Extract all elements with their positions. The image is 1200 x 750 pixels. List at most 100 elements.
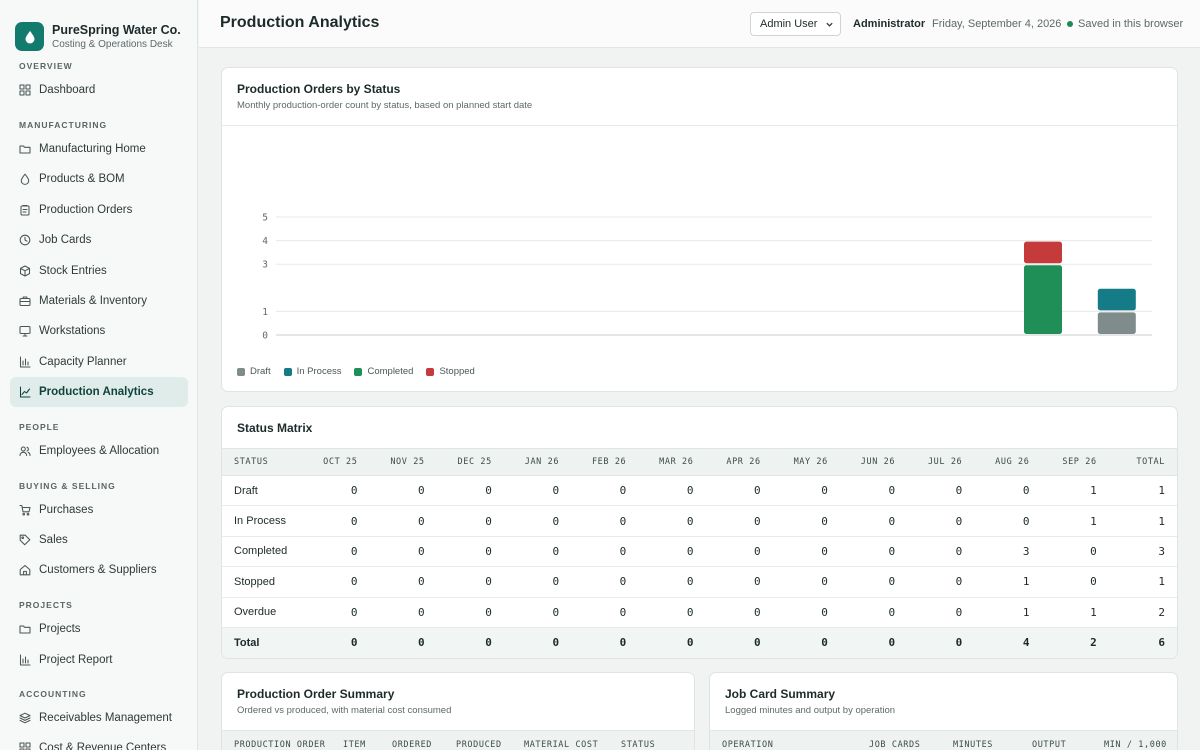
chart-legend: Draft In Process Completed Stopped: [237, 366, 488, 377]
folder-icon: [19, 625, 31, 634]
table-cell: 0: [436, 505, 504, 537]
table-cell: 0: [839, 536, 908, 568]
column-header[interactable]: JOB CARDS: [869, 740, 921, 750]
bar-segment-draft[interactable]: [1097, 312, 1136, 334]
brand: PureSpring Water Co. Costing & Operation…: [0, 0, 197, 58]
sidebar-item-receivables-management[interactable]: Receivables Management: [10, 703, 188, 733]
total-cell: 0: [772, 626, 840, 658]
chart-title: Production Orders by Status: [237, 82, 401, 96]
y-tick-label: 5: [262, 213, 268, 224]
table-cell: 0: [638, 475, 706, 507]
column-header[interactable]: JUN 26: [839, 448, 908, 476]
sidebar-item-label: Capacity Planner: [39, 356, 127, 368]
sidebar-item-production-analytics[interactable]: Production Analytics: [10, 377, 188, 407]
sidebar-item-label: Projects: [39, 623, 81, 635]
sidebar-item-projects[interactable]: Projects: [10, 614, 188, 644]
sidebar-item-dashboard[interactable]: Dashboard: [10, 75, 188, 105]
column-header[interactable]: APR 26: [705, 448, 773, 476]
column-header[interactable]: OPERATION: [722, 740, 774, 750]
table-cell: 1: [1041, 505, 1109, 537]
save-status: Saved in this browser: [1067, 18, 1183, 30]
column-header[interactable]: FEB 26: [571, 448, 639, 476]
column-header[interactable]: MATERIAL COST: [524, 740, 599, 750]
line-chart-icon: [19, 386, 31, 398]
column-header[interactable]: MAR 26: [638, 448, 706, 476]
status-matrix-table: STATUS OCT 25 NOV 25 DEC 25 JAN 26 FEB 26 MAR …: [222, 448, 1177, 658]
table-cell: 0: [638, 505, 706, 537]
table-cell: 0: [772, 597, 840, 628]
nav-section-manufacturing: Manufacturing: [19, 120, 108, 130]
nav-section-overview: Overview: [19, 61, 73, 71]
table-cell: 1: [1108, 505, 1177, 537]
sidebar-item-sales[interactable]: Sales: [10, 525, 188, 555]
sidebar-item-label: Workstations: [39, 325, 106, 337]
nav-section-accounting: Accounting: [19, 689, 87, 699]
sidebar-item-label: Cost & Revenue Centers: [39, 742, 167, 750]
sidebar-item-capacity-planner[interactable]: Capacity Planner: [10, 347, 188, 377]
sidebar-item-project-report[interactable]: Project Report: [10, 645, 188, 675]
table-cell: 0: [369, 505, 437, 537]
topbar: Production Analytics Admin User Administ…: [199, 0, 1200, 48]
table-cell: 0: [571, 475, 639, 507]
user-role: Administrator: [853, 18, 926, 30]
column-header[interactable]: TOTAL: [1108, 448, 1177, 476]
user-select[interactable]: Admin User: [750, 12, 841, 36]
legend-item: In Process: [283, 366, 341, 377]
sidebar-item-stock-entries[interactable]: Stock Entries: [10, 256, 188, 286]
total-cell: 0: [369, 626, 437, 658]
sidebar-item-production-orders[interactable]: Production Orders: [10, 195, 188, 225]
column-header[interactable]: JAN 26: [503, 448, 572, 476]
bar-chart-icon: [19, 654, 31, 666]
table-cell: 0: [772, 475, 840, 507]
sidebar-item-purchases[interactable]: Purchases: [10, 495, 188, 525]
status-matrix-card: Status Matrix STATUS OCT 25 NOV 25 DEC 25 JA…: [221, 406, 1178, 659]
table-cell: 0: [436, 597, 504, 628]
table-cell: 0: [503, 505, 572, 537]
sidebar-item-cost-revenue-centers[interactable]: Cost & Revenue Centers: [10, 733, 188, 750]
sidebar-item-workstations[interactable]: Workstations: [10, 316, 188, 346]
column-header[interactable]: JUL 26: [907, 448, 975, 476]
table-cell: 0: [907, 566, 975, 598]
sidebar-item-customers-suppliers[interactable]: Customers & Suppliers: [10, 555, 188, 585]
column-header[interactable]: MAY 26: [772, 448, 840, 476]
table-cell: 0: [974, 475, 1042, 507]
column-header[interactable]: OUTPUT: [1032, 740, 1067, 750]
total-cell: 0: [705, 626, 773, 658]
table-cell: 0: [705, 505, 773, 537]
table-cell: 0: [571, 597, 639, 628]
column-header[interactable]: PRODUCED: [456, 740, 502, 750]
bar-segment-completed[interactable]: [1024, 265, 1062, 334]
column-header[interactable]: ORDERED: [392, 740, 433, 750]
column-header[interactable]: DEC 25: [436, 448, 504, 476]
table-cell: 0: [369, 566, 437, 598]
po-summary-header-row: PRODUCTION ORDER ITEM ORDERED PRODUCED MATER…: [222, 730, 694, 750]
table-cell: 0: [907, 475, 975, 507]
total-cell: 0: [436, 626, 504, 658]
sidebar-item-employees-allocation[interactable]: Employees & Allocation: [10, 436, 188, 466]
total-cell: 0: [302, 626, 370, 658]
bar-segment-stopped[interactable]: [1024, 241, 1062, 264]
column-header[interactable]: MINUTES: [953, 740, 994, 750]
column-header[interactable]: PRODUCTION ORDER: [234, 740, 326, 750]
sidebar-item-products-bom[interactable]: Products & BOM: [10, 164, 188, 194]
sidebar-item-materials-inventory[interactable]: Materials & Inventory: [10, 286, 188, 316]
table-cell: 0: [839, 505, 908, 537]
column-header[interactable]: ITEM: [343, 740, 366, 750]
total-cell: 4: [974, 626, 1042, 658]
cart-icon: [19, 504, 31, 516]
total-cell: 6: [1108, 626, 1177, 658]
total-cell: 0: [638, 626, 706, 658]
row-label: Stopped: [222, 566, 303, 598]
bar-segment-in-process[interactable]: [1097, 288, 1136, 311]
column-header[interactable]: OCT 25: [302, 448, 370, 476]
column-header[interactable]: STATUS: [222, 448, 303, 476]
column-header[interactable]: MIN / 1,000: [1104, 740, 1167, 750]
brand-name: PureSpring Water Co.: [52, 22, 181, 37]
legend-item: Draft: [237, 366, 271, 377]
column-header[interactable]: SEP 26: [1041, 448, 1109, 476]
column-header[interactable]: NOV 25: [369, 448, 437, 476]
column-header[interactable]: STATUS: [621, 740, 656, 750]
sidebar-item-manufacturing-home[interactable]: Manufacturing Home: [10, 134, 188, 164]
sidebar-item-job-cards[interactable]: Job Cards: [10, 225, 188, 255]
column-header[interactable]: AUG 26: [974, 448, 1042, 476]
